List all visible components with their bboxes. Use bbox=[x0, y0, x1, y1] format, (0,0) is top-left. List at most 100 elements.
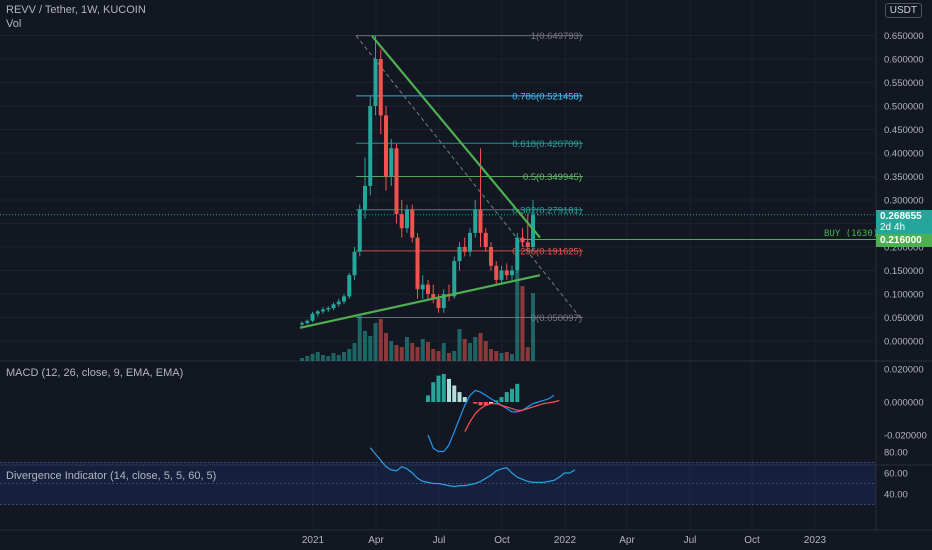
candle-body bbox=[489, 247, 493, 266]
grid-lines bbox=[0, 0, 932, 531]
candle-body bbox=[410, 209, 415, 238]
last-price-value: 0.268655 bbox=[880, 211, 922, 222]
macd-histogram-bar bbox=[489, 402, 493, 404]
y-tick-label: 0.000000 bbox=[884, 337, 924, 348]
volume-bar bbox=[347, 349, 352, 361]
candle-body bbox=[384, 115, 388, 177]
rsi-tick-label: 80.00 bbox=[884, 448, 908, 459]
volume-bars bbox=[300, 271, 535, 361]
macd-histogram-bar bbox=[462, 397, 467, 402]
candle-body bbox=[420, 284, 425, 290]
macd-tick-label: 0.000000 bbox=[884, 398, 924, 409]
fib-label-1: 1(0.649793) bbox=[531, 31, 582, 42]
y-tick-label: 0.300000 bbox=[884, 196, 924, 207]
macd-histogram-bar bbox=[431, 382, 436, 402]
volume-bar bbox=[305, 356, 310, 361]
candle-body bbox=[473, 209, 478, 233]
volume-bar bbox=[405, 337, 409, 361]
volume-bar bbox=[326, 356, 331, 361]
candle-body bbox=[520, 237, 525, 243]
x-tick-label: 2023 bbox=[804, 535, 827, 546]
y-tick-label: 0.150000 bbox=[884, 266, 924, 277]
volume-bar bbox=[531, 293, 535, 361]
candle-body bbox=[510, 270, 514, 276]
candle-body bbox=[483, 232, 488, 247]
candle-body bbox=[457, 247, 462, 262]
candle-body bbox=[336, 301, 341, 305]
candle-body bbox=[326, 308, 331, 310]
volume-bar bbox=[389, 341, 394, 361]
volume-bar bbox=[473, 337, 478, 361]
volume-bar bbox=[478, 333, 483, 361]
candle-body bbox=[331, 304, 336, 309]
volume-bar bbox=[300, 358, 304, 361]
candle-body bbox=[373, 59, 378, 106]
candle-body bbox=[504, 270, 509, 276]
volume-bar bbox=[489, 349, 493, 361]
volume-bar bbox=[468, 343, 472, 361]
candle-body bbox=[378, 59, 383, 116]
volume-bar bbox=[378, 319, 383, 361]
volume-bar bbox=[336, 355, 341, 361]
macd-histogram-bar bbox=[478, 402, 483, 406]
macd-tick-label: 0.020000 bbox=[884, 365, 924, 376]
x-tick-label: Jul bbox=[684, 535, 697, 546]
candle-body bbox=[415, 237, 420, 290]
volume-bar bbox=[494, 351, 499, 361]
volume-bar bbox=[410, 343, 415, 361]
candle-body bbox=[321, 309, 325, 312]
volume-bar bbox=[441, 343, 446, 361]
macd-histogram-bar bbox=[436, 375, 441, 402]
candle-body bbox=[305, 320, 310, 324]
volume-bar bbox=[399, 347, 404, 361]
signal-line bbox=[464, 399, 560, 432]
fibonacci-retracement[interactable]: 1(0.649793) 0.786(0.521458) 0.618(0.420709… bbox=[0, 31, 876, 324]
candle-body bbox=[499, 270, 504, 280]
candle-body bbox=[426, 284, 430, 294]
macd-label[interactable]: MACD (12, 26, close, 9, EMA, EMA) bbox=[6, 367, 184, 379]
axis-labels: 2021 Apr Jul Oct 2022 Apr Jul Oct 2023 0.650000 0.… bbox=[302, 31, 927, 546]
candle-body bbox=[389, 148, 394, 177]
candle-body bbox=[441, 294, 446, 309]
trendlines[interactable] bbox=[299, 35, 541, 329]
x-tick-label: Jul bbox=[433, 535, 446, 546]
x-tick-label: 2022 bbox=[554, 535, 577, 546]
volume-bar bbox=[520, 286, 525, 361]
candle-body bbox=[363, 185, 367, 210]
volume-bar bbox=[394, 345, 399, 361]
volume-bar bbox=[447, 353, 451, 361]
macd-histogram-bar bbox=[452, 385, 457, 402]
candlesticks[interactable] bbox=[300, 35, 535, 326]
volume-bar bbox=[510, 354, 514, 361]
volume-bar bbox=[321, 355, 325, 361]
candle-body bbox=[394, 148, 399, 215]
volume-bar bbox=[426, 342, 430, 361]
rsi-tick-label: 60.00 bbox=[884, 469, 908, 480]
trendline-resistance bbox=[371, 35, 541, 239]
macd-histogram-bar bbox=[426, 395, 430, 402]
y-tick-label: 0.350000 bbox=[884, 172, 924, 183]
volume-bar bbox=[373, 323, 378, 361]
macd-histogram-bar bbox=[510, 388, 514, 402]
symbol-title[interactable]: REVV / Tether, 1W, KUCOIN bbox=[6, 4, 146, 16]
fib-label-0.236: 0.236(0.191625) bbox=[512, 246, 582, 257]
currency-button[interactable]: USDT bbox=[884, 3, 922, 18]
trendline-support bbox=[299, 274, 541, 329]
candle-body bbox=[515, 237, 520, 271]
candle-body bbox=[478, 209, 483, 233]
fib-label-0.618: 0.618(0.420709) bbox=[512, 139, 582, 150]
volume-label[interactable]: Vol bbox=[6, 18, 22, 30]
y-tick-label: 0.100000 bbox=[884, 290, 924, 301]
macd-histogram-bar bbox=[504, 392, 509, 402]
candle-body bbox=[352, 251, 357, 276]
buy-line-label: BUY (1630) bbox=[824, 229, 879, 239]
candle-body bbox=[431, 294, 436, 299]
volume-bar bbox=[357, 316, 362, 361]
volume-bar bbox=[515, 271, 520, 361]
candle-body bbox=[525, 242, 530, 247]
volume-bar bbox=[420, 339, 425, 361]
y-tick-label: 0.400000 bbox=[884, 149, 924, 160]
candle-body bbox=[462, 247, 467, 252]
divergence-label[interactable]: Divergence Indicator (14, close, 5, 5, 6… bbox=[6, 470, 217, 482]
macd-histogram-bar bbox=[447, 378, 451, 402]
